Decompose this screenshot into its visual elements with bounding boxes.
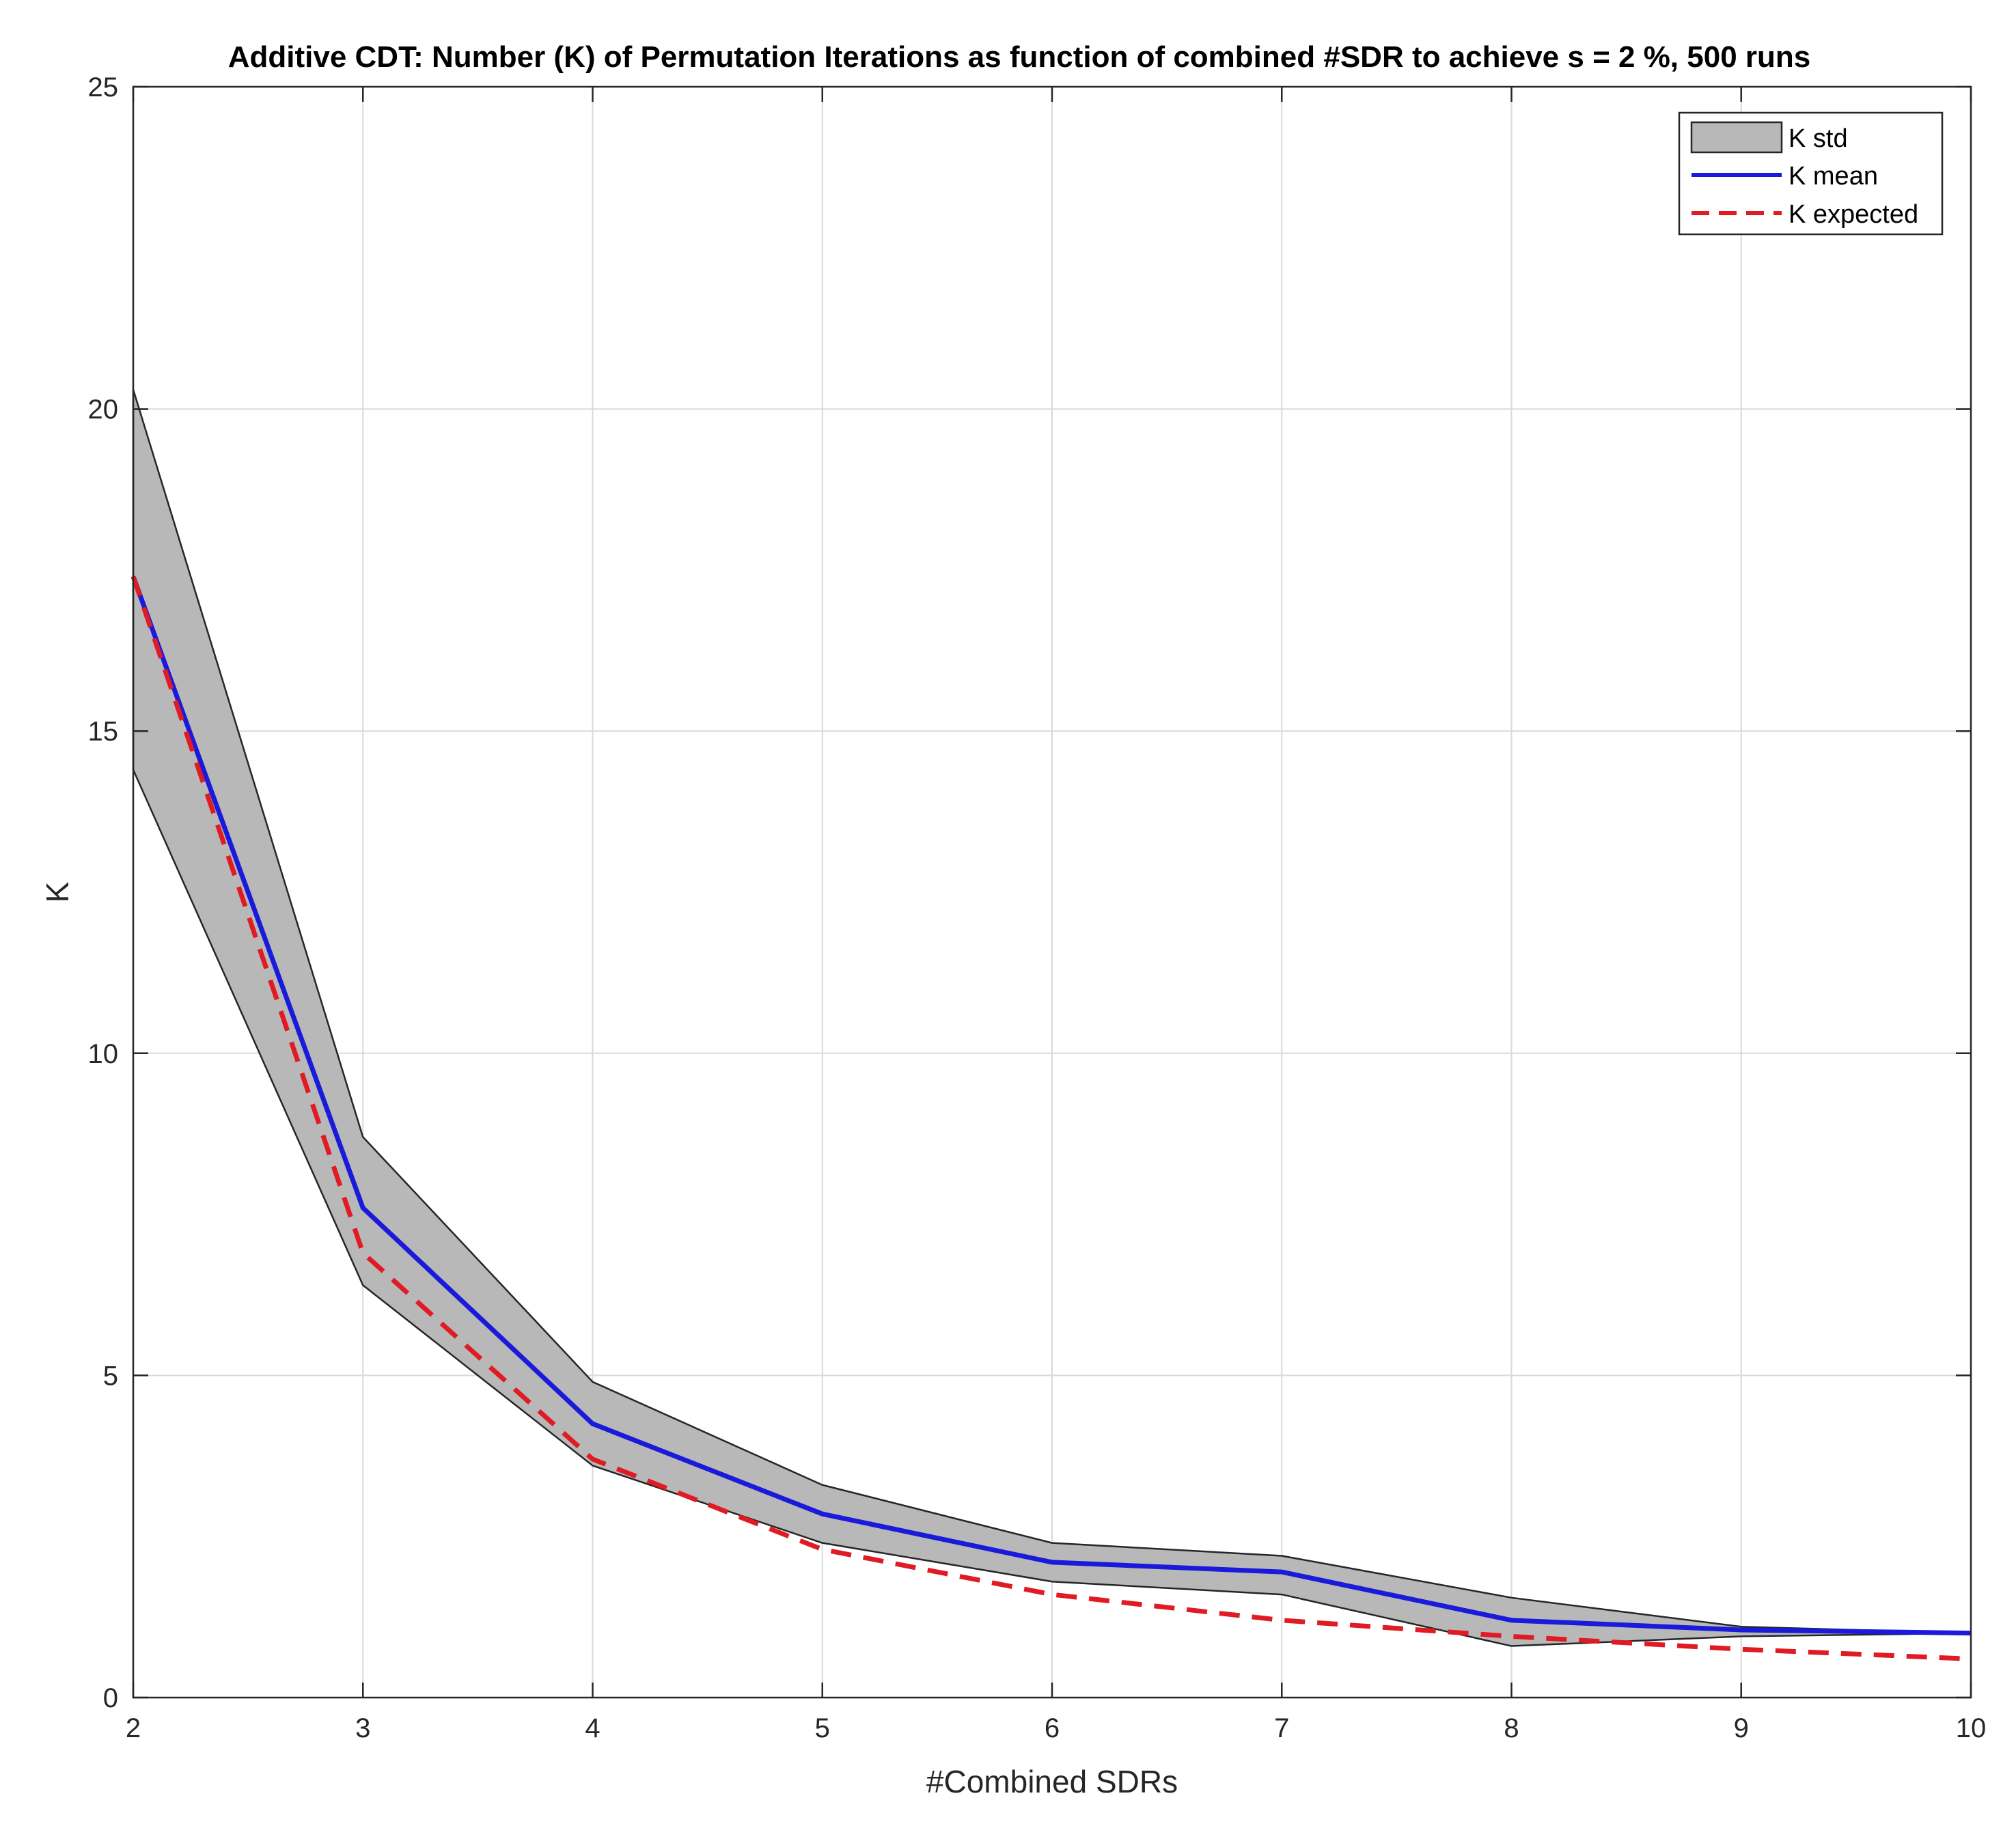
k-std-band [132,389,1972,1647]
series-lines [130,575,1972,1661]
std-band-group [132,389,1972,1647]
x-tick-label: 2 [126,1713,141,1743]
legend-std-label: K std [1789,124,1848,153]
k-expected-line [130,575,1972,1661]
x-tick-label: 8 [1504,1713,1519,1743]
y-axis-label: K [40,881,75,902]
legend-mean-label: K mean [1789,162,1878,191]
x-tick-label: 9 [1734,1713,1749,1743]
y-tick-label: 10 [88,1039,119,1069]
y-tick-label: 0 [103,1683,118,1713]
legend-std-swatch [1690,121,1783,154]
tick-labels: 2 3 4 5 6 7 8 9 10 0 5 10 15 20 25 [88,72,1987,1743]
x-tick-label: 5 [815,1713,830,1743]
x-tick-label: 3 [355,1713,370,1743]
y-tick-label: 15 [88,717,119,747]
y-tick-label: 20 [88,395,119,425]
x-axis-label: #Combined SDRs [926,1764,1178,1799]
legend: K std K mean K expected [1678,111,1944,236]
k-mean-line [130,575,1972,1636]
x-tick-label: 10 [1956,1713,1987,1743]
x-tick-label: 6 [1045,1713,1060,1743]
x-tick-label: 4 [585,1713,600,1743]
y-tick-label: 25 [88,72,119,102]
chart-title: Additive CDT: Number (K) of Permutation … [228,40,1811,74]
y-tick-label: 5 [103,1361,118,1391]
legend-expected-label: K expected [1789,200,1918,229]
x-tick-label: 7 [1274,1713,1289,1743]
